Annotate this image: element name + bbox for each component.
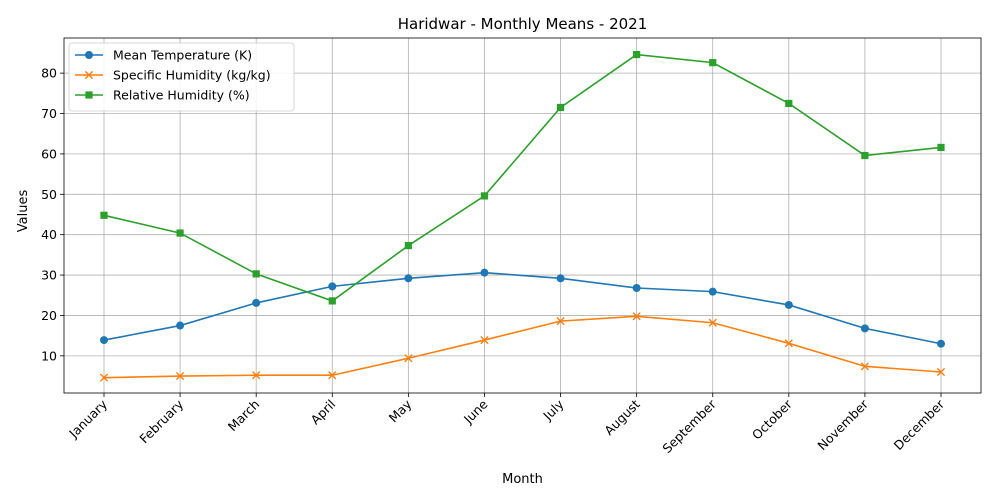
legend-box xyxy=(68,42,295,112)
data-point-circle xyxy=(860,324,869,333)
data-point-circle xyxy=(404,274,413,283)
y-axis-label: Values xyxy=(16,190,31,233)
data-point-circle xyxy=(100,336,108,345)
data-point-circle xyxy=(480,268,489,277)
series-line xyxy=(103,271,942,345)
series-layer xyxy=(99,50,946,382)
x-axis-label: Month xyxy=(502,472,543,487)
data-point-x xyxy=(936,367,946,377)
data-point-x xyxy=(480,335,489,345)
data-point-x xyxy=(784,339,793,348)
series-1 xyxy=(100,268,945,348)
data-point-x xyxy=(632,312,641,321)
y-tick-label: 70 xyxy=(41,106,57,121)
legend-label: Specific Humidity (kg/kg) xyxy=(113,68,271,83)
y-tick-label: 20 xyxy=(41,308,57,323)
data-point-x xyxy=(84,70,94,80)
data-point-x xyxy=(328,371,337,380)
data-point-square xyxy=(85,91,93,99)
y-tick-label: 60 xyxy=(41,146,57,161)
data-point-square xyxy=(404,241,412,250)
data-point-circle xyxy=(328,282,337,291)
legend-item: Specific Humidity (kg/kg) xyxy=(75,68,271,83)
data-point-square xyxy=(480,192,489,200)
series-line xyxy=(103,53,942,302)
data-point-x xyxy=(252,371,261,380)
data-point-x xyxy=(708,318,717,327)
legend-item: Relative Humidity (%) xyxy=(75,88,250,103)
data-point-square xyxy=(100,211,108,219)
series-3 xyxy=(100,50,945,305)
data-point-square xyxy=(937,143,945,152)
data-point-square xyxy=(556,103,565,112)
data-point-x xyxy=(175,371,185,381)
plot-frame xyxy=(63,37,982,394)
data-point-circle xyxy=(708,287,717,296)
data-point-circle xyxy=(85,51,93,59)
data-point-circle xyxy=(784,300,793,309)
legend-item: Mean Temperature (K) xyxy=(75,48,252,63)
data-point-square xyxy=(633,50,641,59)
series-2 xyxy=(99,312,946,382)
data-point-square xyxy=(176,229,184,237)
y-tick-label: 10 xyxy=(41,348,57,363)
data-point-square xyxy=(252,270,260,278)
data-point-x xyxy=(404,354,413,363)
data-point-square xyxy=(328,297,336,305)
y-tick-label: 80 xyxy=(41,66,57,81)
data-point-x xyxy=(860,362,870,371)
data-point-circle xyxy=(937,339,945,348)
y-tick-label: 50 xyxy=(41,187,57,202)
data-point-square xyxy=(709,59,717,67)
data-point-circle xyxy=(252,298,261,307)
legend: Mean Temperature (K) Specific Humidity (k… xyxy=(68,42,295,112)
legend-label: Relative Humidity (%) xyxy=(113,88,250,103)
y-tick-label: 40 xyxy=(41,227,57,242)
data-point-square xyxy=(861,151,869,160)
data-point-circle xyxy=(556,274,565,283)
data-point-circle xyxy=(632,283,641,292)
legend-label: Mean Temperature (K) xyxy=(113,48,252,63)
chart-title: Haridwar - Monthly Means - 2021 xyxy=(398,15,648,33)
data-point-circle xyxy=(176,321,185,330)
series-line xyxy=(103,315,942,379)
data-point-square xyxy=(785,99,793,108)
y-tick-label: 30 xyxy=(41,268,57,283)
data-point-x xyxy=(99,373,109,382)
data-point-x xyxy=(556,317,565,326)
